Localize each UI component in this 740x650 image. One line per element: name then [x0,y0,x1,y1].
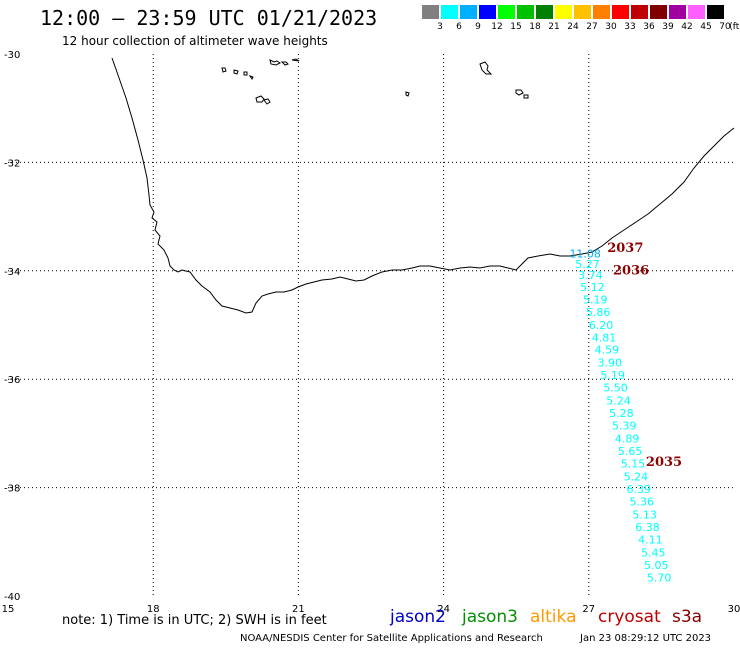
lon-tick-label: 21 [292,604,305,615]
legend-label: 3 [437,22,443,32]
legend-swatch [555,5,572,19]
legend-label: 27 [586,22,598,32]
legend-swatch [498,5,515,19]
legend-swatch [631,5,648,19]
legend-label: 36 [643,22,655,32]
satellite-name: altika [530,607,577,627]
pass-time-label: 2036 [613,264,649,279]
map-title: 12:00 – 23:59 UTC 01/21/2023 [40,6,378,30]
legend-swatch [441,5,458,19]
legend-label: 9 [475,22,481,32]
lat-tick-label: -40 [4,592,20,603]
lon-tick-label: 30 [728,604,740,615]
lon-tick-label: 18 [147,604,160,615]
wave-height-label: 4.89 [615,433,640,446]
lat-tick-label: -30 [4,50,20,61]
lat-tick-label: -36 [4,375,20,386]
wave-height-label: 5.28 [609,407,634,420]
wave-height-label: 4.11 [638,533,663,546]
wave-height-label: 6.38 [635,521,660,534]
pass-time-label: 2037 [607,241,643,256]
wave-height-label: 5.86 [586,306,611,319]
legend-label: 6 [456,22,462,32]
wave-height-label: 4.81 [592,331,617,344]
wave-height-label: 5.19 [583,293,608,306]
wave-height-label: 5.05 [644,559,669,572]
lat-tick-label: -32 [4,158,20,169]
wave-height-label: 5.45 [641,546,666,559]
lat-tick-label: -38 [4,484,20,495]
lon-tick-label: 15 [2,604,15,615]
legend-label: 70 [719,22,731,32]
wave-height-label: 5.19 [600,369,625,382]
lat-tick-label: -34 [4,267,20,278]
legend-swatch [574,5,591,19]
coastline [111,57,735,314]
wave-height-label: 6.20 [589,319,614,332]
wave-height-label: 5.13 [632,508,657,521]
wave-height-label: 3.90 [598,357,623,370]
wave-height-label: 5.65 [618,445,643,458]
graticule-grid [8,54,734,596]
legend-label: 45 [700,22,712,32]
satellite-name: cryosat [598,607,661,627]
legend-swatch [422,5,439,19]
wave-height-label: 5.27 [575,258,600,271]
legend-swatch [460,5,477,19]
legend-label: 24 [567,22,579,32]
wave-height-points: 11.085.273.745.125.195.866.204.814.593.9… [569,247,671,584]
legend-swatch [688,5,705,19]
wave-height-label: 5.36 [629,495,654,508]
satellite-name: jason3 [462,607,518,627]
lon-tick-label: 24 [437,604,450,615]
legend-label: 39 [662,22,674,32]
legend-swatch [612,5,629,19]
legend-label: 18 [529,22,541,32]
wave-height-label: 4.59 [595,344,620,357]
axis-tick-labels: 15 18 21 24 27 30 -30 -32 -34 -36 -38 -40 [2,50,740,615]
satellite-name: s3a [672,607,703,627]
legend-swatch [536,5,553,19]
legend-unit: (ft) [729,22,740,32]
wave-height-label: 5.50 [603,382,628,395]
legend-label: 30 [605,22,617,32]
legend-swatch [669,5,686,19]
pass-time-label: 2035 [646,455,682,470]
legend-swatch [593,5,610,19]
islands [221,58,529,105]
wave-height-label: 5.39 [612,420,637,433]
wave-height-label: 3.74 [578,269,603,282]
wave-height-label: 5.15 [621,458,646,471]
legend-label: 12 [491,22,503,32]
credit-line: NOAA/NESDIS Center for Satellite Applica… [240,633,543,644]
south-africa-coastline [111,57,735,314]
legend-swatch [517,5,534,19]
satellite-name: jason2 [390,607,446,627]
wave-height-label: 11.08 [569,247,601,260]
legend-label: 42 [681,22,693,32]
wave-height-label: 5.24 [606,395,631,408]
footnote: note: 1) Time is in UTC; 2) SWH is in fe… [62,613,327,628]
legend-swatch [707,5,724,19]
wave-height-label: 5.24 [624,471,649,484]
generated-timestamp: Jan 23 08:29:12 UTC 2023 [580,633,712,644]
map-subtitle: 12 hour collection of altimeter wave hei… [62,34,328,48]
pass-time-labels: 2037 2036 2035 [607,241,682,470]
legend-label: 33 [624,22,636,32]
wave-height-label: 6.39 [627,483,652,496]
legend-label: 15 [510,22,522,32]
wave-height-label: 5.12 [580,281,605,294]
legend-label: 21 [548,22,560,32]
legend-swatch [650,5,667,19]
wave-height-label: 5.70 [647,571,672,584]
legend-swatch [479,5,496,19]
lon-tick-label: 27 [582,604,595,615]
